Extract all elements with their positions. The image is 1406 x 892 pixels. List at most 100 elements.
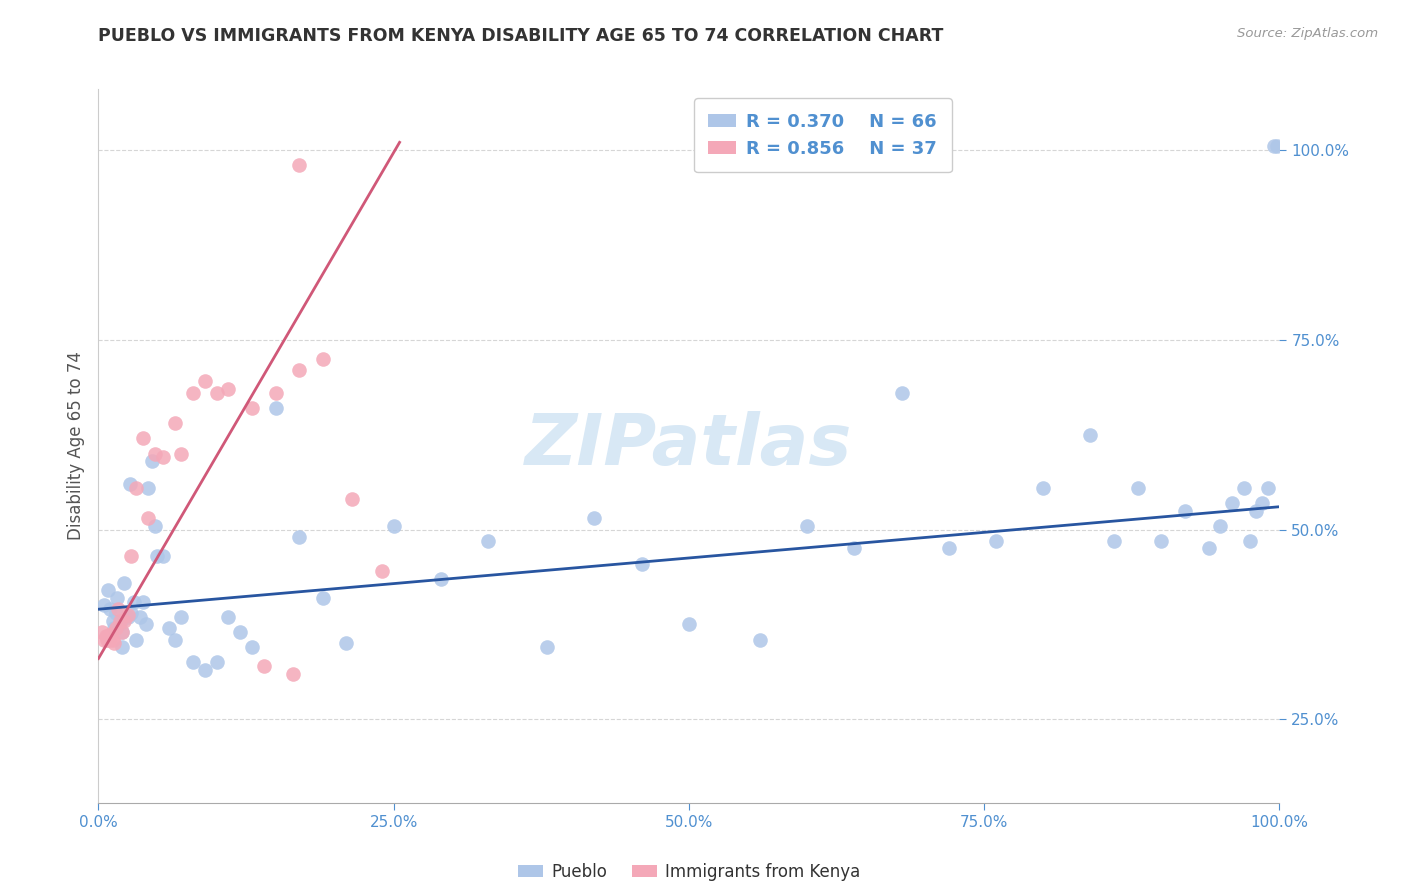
Point bbox=[371, 564, 394, 578]
Point bbox=[112, 614, 135, 628]
Point bbox=[205, 385, 228, 400]
Point bbox=[1239, 533, 1261, 548]
Point bbox=[98, 602, 121, 616]
Point bbox=[583, 511, 606, 525]
Point bbox=[122, 594, 145, 608]
Text: ZIPatlas: ZIPatlas bbox=[526, 411, 852, 481]
Point bbox=[288, 158, 311, 172]
Point bbox=[194, 663, 217, 677]
Point bbox=[217, 382, 239, 396]
Point bbox=[111, 640, 134, 655]
Point bbox=[125, 481, 148, 495]
Point bbox=[335, 636, 357, 650]
Point bbox=[165, 416, 187, 430]
Point bbox=[748, 632, 770, 647]
Point bbox=[844, 541, 866, 556]
Point bbox=[157, 621, 180, 635]
Point bbox=[128, 609, 150, 624]
Point bbox=[1126, 481, 1149, 495]
Point bbox=[1244, 503, 1267, 517]
Point bbox=[1250, 496, 1272, 510]
Point bbox=[98, 632, 121, 647]
Point bbox=[796, 518, 818, 533]
Point bbox=[101, 632, 124, 647]
Point bbox=[430, 572, 453, 586]
Point bbox=[1080, 427, 1102, 442]
Point bbox=[1263, 139, 1285, 153]
Point bbox=[1257, 481, 1279, 495]
Point bbox=[288, 363, 311, 377]
Point bbox=[117, 609, 139, 624]
Point bbox=[100, 627, 122, 641]
Point bbox=[152, 549, 174, 563]
Point bbox=[117, 607, 139, 622]
Point bbox=[1150, 533, 1173, 548]
Point bbox=[143, 518, 166, 533]
Point bbox=[1209, 518, 1232, 533]
Point bbox=[217, 609, 239, 624]
Point bbox=[312, 351, 335, 366]
Text: PUEBLO VS IMMIGRANTS FROM KENYA DISABILITY AGE 65 TO 74 CORRELATION CHART: PUEBLO VS IMMIGRANTS FROM KENYA DISABILI… bbox=[98, 27, 943, 45]
Point bbox=[121, 549, 143, 563]
Point bbox=[264, 385, 287, 400]
Point bbox=[136, 511, 159, 525]
Point bbox=[342, 492, 364, 507]
Point bbox=[240, 640, 263, 655]
Point bbox=[170, 609, 193, 624]
Point bbox=[229, 625, 252, 640]
Point bbox=[108, 617, 131, 632]
Point bbox=[165, 632, 187, 647]
Point bbox=[288, 530, 311, 544]
Point bbox=[97, 629, 120, 643]
Point bbox=[107, 602, 129, 616]
Point bbox=[141, 454, 163, 468]
Point bbox=[152, 450, 174, 465]
Point bbox=[181, 656, 204, 670]
Point bbox=[93, 632, 115, 647]
Point bbox=[93, 599, 115, 613]
Point bbox=[205, 656, 228, 670]
Point bbox=[146, 549, 169, 563]
Point bbox=[1233, 481, 1256, 495]
Point bbox=[120, 477, 142, 491]
Point bbox=[170, 447, 193, 461]
Point bbox=[536, 640, 558, 655]
Point bbox=[96, 632, 118, 647]
Point bbox=[1174, 503, 1197, 517]
Point bbox=[984, 533, 1007, 548]
Point bbox=[103, 621, 125, 635]
Point bbox=[1265, 139, 1288, 153]
Point bbox=[108, 614, 131, 628]
Point bbox=[181, 385, 204, 400]
Legend: Pueblo, Immigrants from Kenya: Pueblo, Immigrants from Kenya bbox=[510, 856, 868, 888]
Point bbox=[1102, 533, 1125, 548]
Point bbox=[240, 401, 263, 415]
Point bbox=[312, 591, 335, 605]
Point bbox=[678, 617, 700, 632]
Point bbox=[1198, 541, 1220, 556]
Point bbox=[382, 518, 405, 533]
Point bbox=[253, 659, 276, 673]
Point bbox=[132, 431, 155, 445]
Point bbox=[97, 583, 120, 598]
Point bbox=[630, 557, 652, 571]
Point bbox=[938, 541, 960, 556]
Point bbox=[194, 375, 217, 389]
Point bbox=[143, 447, 166, 461]
Point bbox=[264, 401, 287, 415]
Point bbox=[477, 533, 499, 548]
Point bbox=[98, 630, 121, 644]
Point bbox=[111, 625, 134, 640]
Point bbox=[105, 591, 128, 605]
Point bbox=[136, 481, 159, 495]
Y-axis label: Disability Age 65 to 74: Disability Age 65 to 74 bbox=[66, 351, 84, 541]
Text: Source: ZipAtlas.com: Source: ZipAtlas.com bbox=[1237, 27, 1378, 40]
Point bbox=[1220, 496, 1243, 510]
Point bbox=[1032, 481, 1054, 495]
Point bbox=[103, 636, 125, 650]
Point bbox=[112, 575, 135, 590]
Point bbox=[283, 666, 305, 681]
Point bbox=[132, 594, 155, 608]
Point bbox=[111, 625, 134, 640]
Point bbox=[121, 606, 143, 620]
